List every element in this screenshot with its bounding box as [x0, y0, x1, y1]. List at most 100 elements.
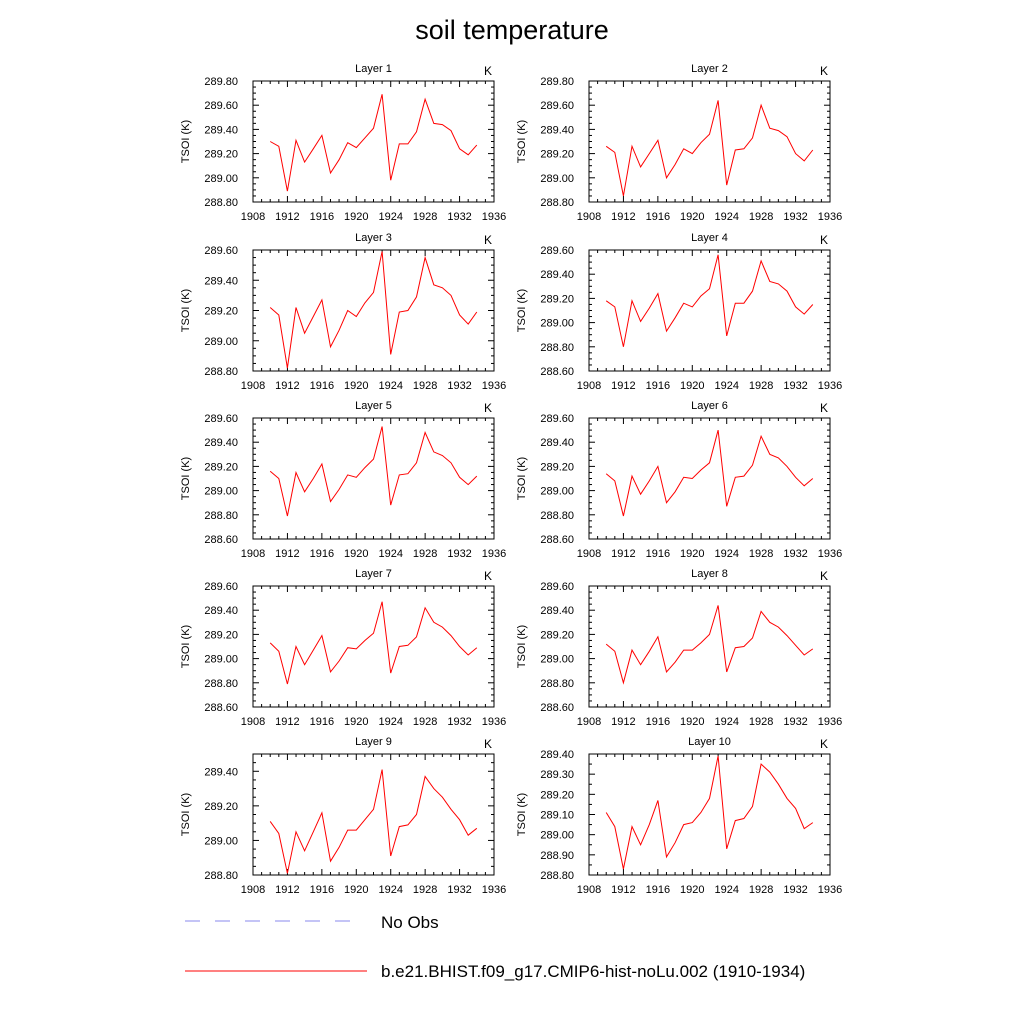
x-tick-label: 1928: [749, 380, 773, 392]
x-tick-label: 1916: [310, 548, 334, 560]
x-tick-label: 1920: [344, 211, 368, 223]
y-tick-label: 289.00: [204, 336, 238, 348]
x-tick-label: 1912: [611, 211, 635, 223]
x-tick-label: 1932: [447, 548, 471, 560]
y-axis-label: TSOI (K): [516, 625, 528, 668]
x-tick-label: 1936: [818, 211, 842, 223]
y-tick-label: 289.20: [540, 629, 574, 641]
plot-frame: [252, 585, 495, 708]
y-tick-label: 289.00: [540, 486, 574, 498]
y-axis-label: TSOI (K): [180, 289, 192, 332]
y-axis-label: TSOI (K): [516, 793, 528, 836]
x-tick-label: 1928: [413, 380, 437, 392]
x-tick-label: 1908: [577, 380, 601, 392]
y-axis-label: TSOI (K): [516, 457, 528, 500]
legend-label-no-obs: No Obs: [381, 913, 439, 932]
x-tick-label: 1924: [378, 884, 402, 896]
y-tick-label: 289.40: [204, 124, 238, 136]
y-tick-label: 289.00: [204, 486, 238, 498]
series-line: [605, 605, 814, 685]
y-axis-label: TSOI (K): [516, 289, 528, 332]
x-tick-label: 1916: [646, 716, 670, 728]
panel-title: Layer 7: [355, 568, 392, 580]
series-line: [605, 254, 814, 347]
x-tick-label: 1916: [646, 380, 670, 392]
y-tick-label: 289.10: [540, 810, 574, 822]
x-tick-label: 1932: [783, 211, 807, 223]
y-tick-label: 289.20: [540, 461, 574, 473]
x-tick-label: 1928: [749, 548, 773, 560]
y-tick-label: 288.80: [204, 870, 238, 882]
x-tick-label: 1920: [680, 548, 704, 560]
y-tick-label: 289.20: [204, 149, 238, 161]
plot-frame: [588, 417, 831, 540]
y-tick-label: 289.60: [204, 245, 238, 257]
series-line: [269, 426, 478, 517]
unit-label: K: [820, 64, 828, 78]
x-tick-label: 1912: [275, 548, 299, 560]
x-tick-label: 1916: [310, 884, 334, 896]
x-tick-label: 1928: [413, 884, 437, 896]
x-tick-label: 1920: [680, 716, 704, 728]
plot-frame: [588, 753, 831, 876]
x-tick-label: 1920: [680, 884, 704, 896]
panel-title: Layer 4: [691, 232, 728, 244]
y-tick-label: 289.00: [204, 654, 238, 666]
unit-label: K: [820, 233, 828, 247]
x-tick-label: 1912: [611, 380, 635, 392]
unit-label: K: [484, 64, 492, 78]
chart-panel: Layer 2 K 1908 1912 1916 1920 1924 1928 1932 1936…: [516, 63, 842, 223]
y-tick-label: 288.80: [540, 870, 574, 882]
plot-frame: [588, 585, 831, 708]
series-line: [605, 755, 814, 870]
x-tick-label: 1916: [310, 380, 334, 392]
panel-title: Layer 5: [355, 400, 392, 412]
chart-panel: Layer 8 K 1908 1912 1916 1920 1924 1928 1932 1936…: [516, 568, 842, 728]
unit-label: K: [484, 569, 492, 583]
x-tick-label: 1928: [749, 211, 773, 223]
x-tick-label: 1920: [344, 548, 368, 560]
y-tick-label: 289.40: [204, 605, 238, 617]
x-tick-label: 1908: [241, 211, 265, 223]
chart-panel: Layer 6 K 1908 1912 1916 1920 1924 1928 1932 1936…: [516, 400, 842, 560]
x-tick-label: 1916: [310, 716, 334, 728]
x-tick-label: 1912: [275, 884, 299, 896]
x-tick-label: 1932: [447, 211, 471, 223]
unit-label: K: [484, 233, 492, 247]
x-tick-label: 1920: [680, 211, 704, 223]
y-tick-label: 288.80: [204, 197, 238, 209]
y-tick-label: 288.90: [540, 850, 574, 862]
unit-label: K: [820, 737, 828, 751]
y-tick-label: 289.60: [540, 413, 574, 425]
x-tick-label: 1916: [646, 548, 670, 560]
series-line: [605, 100, 814, 196]
x-tick-label: 1924: [378, 211, 402, 223]
x-tick-label: 1936: [482, 548, 506, 560]
main-title: soil temperature: [415, 15, 609, 45]
x-tick-label: 1912: [275, 380, 299, 392]
series-line: [269, 601, 478, 685]
y-tick-label: 289.40: [540, 124, 574, 136]
x-tick-label: 1932: [783, 884, 807, 896]
y-tick-label: 288.80: [204, 510, 238, 522]
y-tick-label: 288.80: [540, 197, 574, 209]
y-tick-label: 288.60: [204, 534, 238, 546]
x-tick-label: 1928: [413, 211, 437, 223]
y-tick-label: 289.60: [204, 100, 238, 112]
x-tick-label: 1936: [818, 884, 842, 896]
x-tick-label: 1920: [344, 716, 368, 728]
y-tick-label: 289.20: [540, 789, 574, 801]
y-tick-label: 289.00: [204, 173, 238, 185]
series-line: [605, 429, 814, 517]
x-tick-label: 1924: [714, 211, 738, 223]
chart-panel: Layer 1 K 1908 1912 1916 1920 1924 1928 1932 1936…: [180, 63, 506, 223]
x-tick-label: 1936: [818, 548, 842, 560]
y-tick-label: 289.20: [540, 149, 574, 161]
panel-title: Layer 9: [355, 736, 392, 748]
x-tick-label: 1908: [577, 548, 601, 560]
x-tick-label: 1912: [611, 548, 635, 560]
x-tick-label: 1912: [611, 716, 635, 728]
x-tick-label: 1912: [275, 716, 299, 728]
x-tick-label: 1932: [447, 380, 471, 392]
